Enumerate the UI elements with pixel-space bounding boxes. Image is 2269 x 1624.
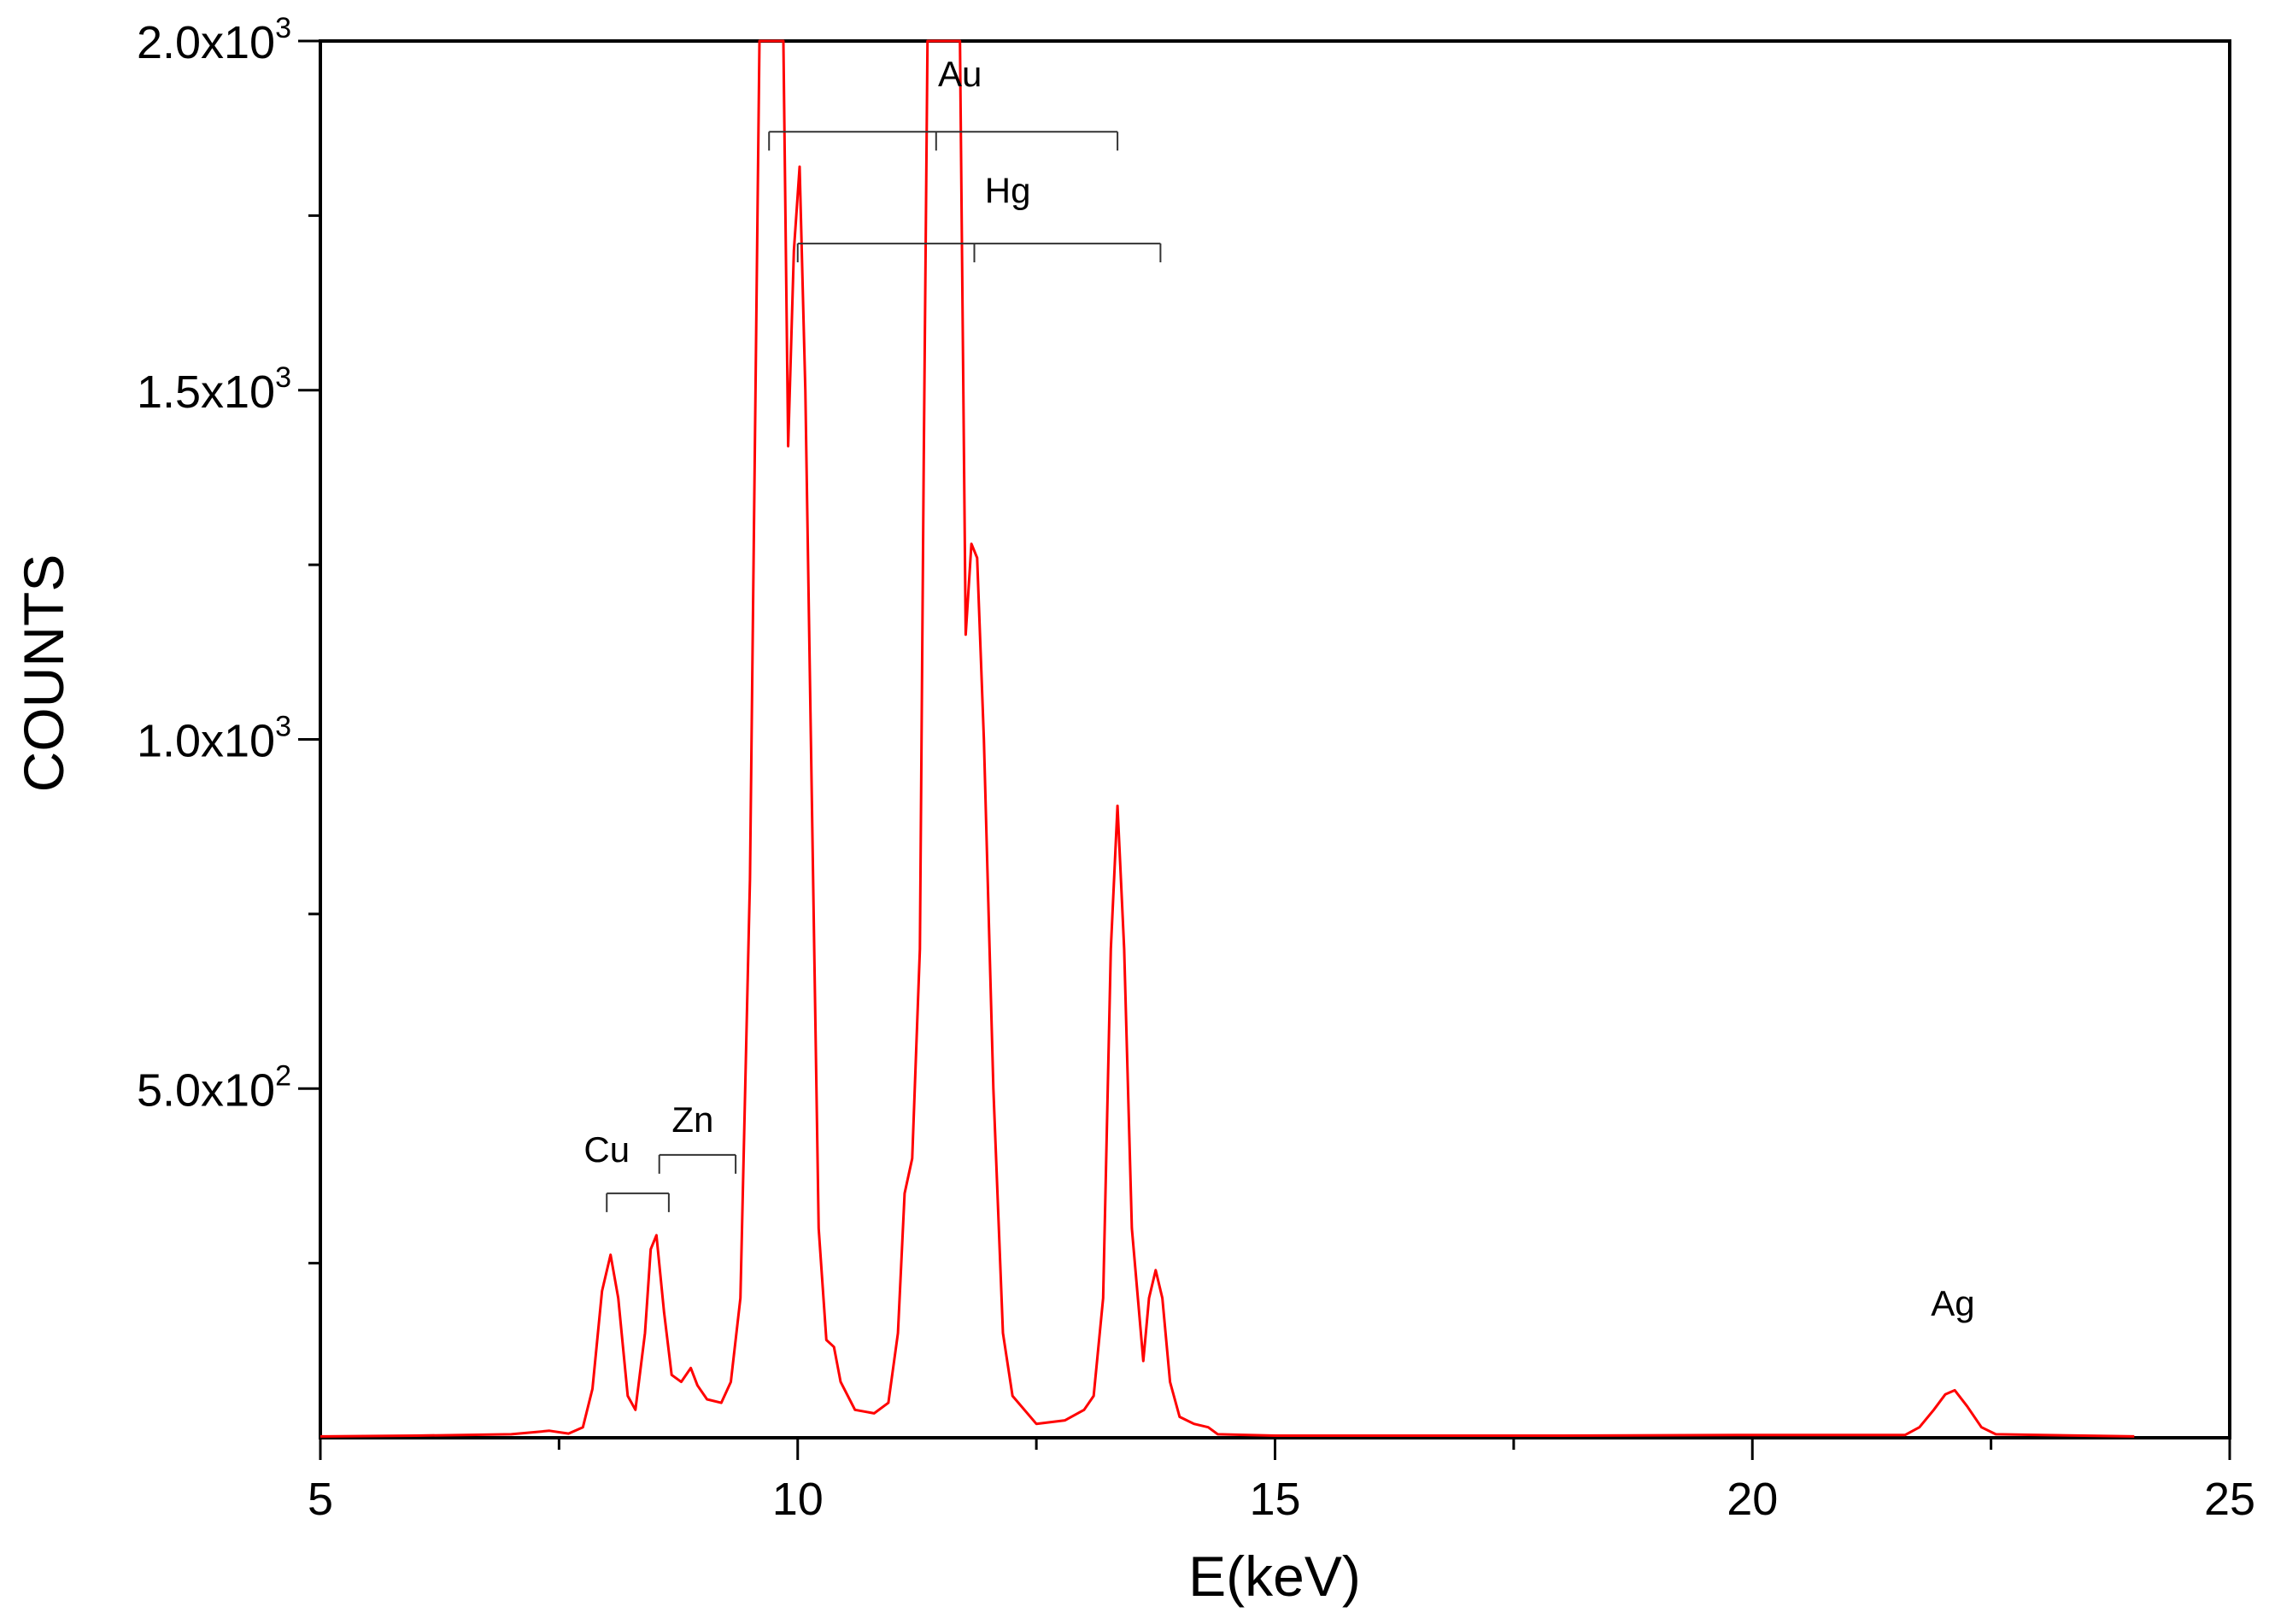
y-axis: 5.0x102 1.0x103 1.5x103 2.0x103 <box>137 12 320 1265</box>
y-tick-label-1: 1.0x103 <box>137 711 291 767</box>
spectrum-series-line <box>320 39 2135 1438</box>
element-annotations: Au Hg Cu Zn Ag <box>583 54 1974 1323</box>
x-tick-label-4: 25 <box>2204 1474 2255 1525</box>
y-axis-title: COUNTS <box>12 554 75 793</box>
x-axis: 5 10 15 20 25 <box>308 1438 2255 1525</box>
plot-frame <box>319 39 2231 1439</box>
ag-label: Ag <box>1931 1283 1974 1323</box>
hg-label: Hg <box>985 171 1031 211</box>
y-tick-label-2: 1.5x103 <box>137 361 291 418</box>
x-tick-label-0: 5 <box>308 1474 333 1525</box>
x-tick-label-3: 20 <box>1727 1474 1778 1525</box>
x-tick-label-1: 10 <box>772 1474 824 1525</box>
y-tick-label-3: 2.0x103 <box>137 12 291 68</box>
x-axis-title: E(keV) <box>1188 1545 1361 1608</box>
au-label: Au <box>938 54 982 94</box>
x-tick-label-2: 15 <box>1249 1474 1300 1525</box>
y-tick-label-0: 5.0x102 <box>137 1059 291 1116</box>
cu-label: Cu <box>583 1129 630 1170</box>
zn-label: Zn <box>671 1099 713 1140</box>
